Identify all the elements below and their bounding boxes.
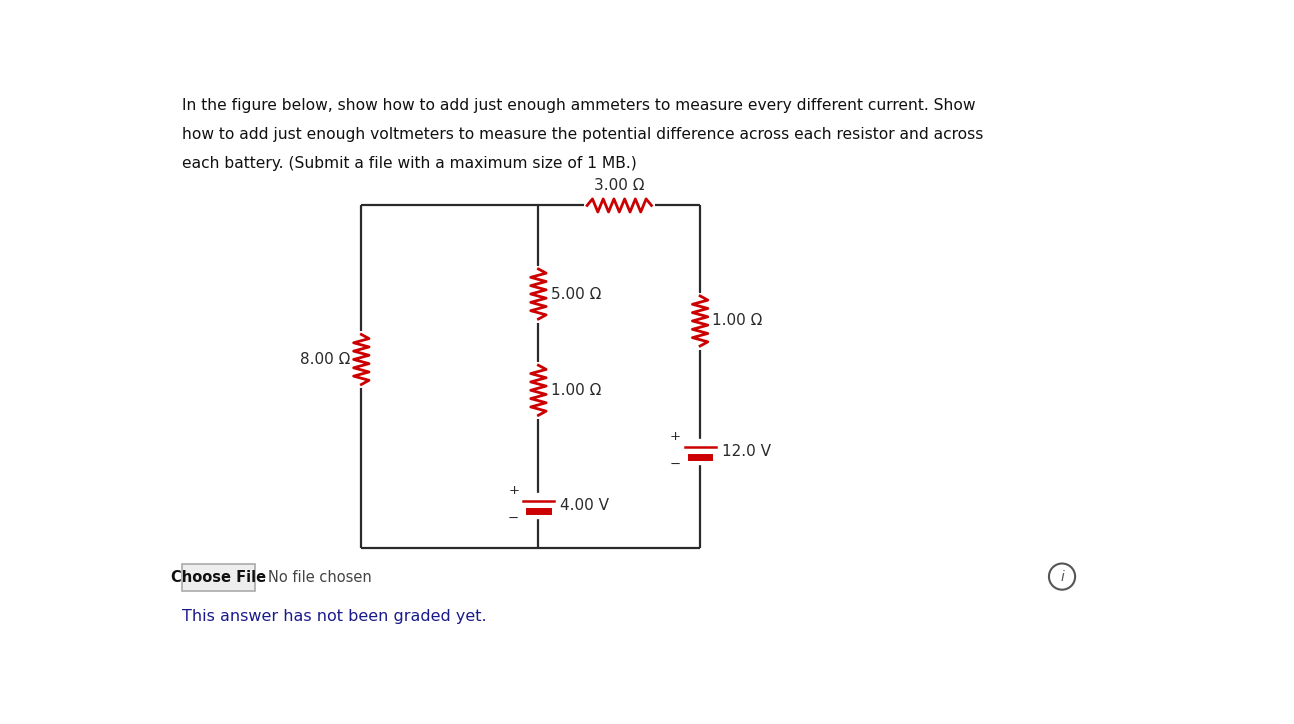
- Text: 1.00 Ω: 1.00 Ω: [551, 383, 602, 397]
- Text: −: −: [670, 458, 681, 471]
- Text: 8.00 Ω: 8.00 Ω: [300, 352, 351, 367]
- Text: 4.00 V: 4.00 V: [560, 498, 609, 513]
- Text: how to add just enough voltmeters to measure the potential difference across eac: how to add just enough voltmeters to mea…: [182, 127, 983, 142]
- Text: i: i: [1060, 570, 1064, 584]
- Text: +: +: [509, 484, 519, 497]
- Text: In the figure below, show how to add just enough ammeters to measure every diffe: In the figure below, show how to add jus…: [182, 98, 976, 113]
- Text: 1.00 Ω: 1.00 Ω: [713, 313, 763, 329]
- Text: Choose File: Choose File: [171, 570, 267, 585]
- Text: each battery. (Submit a file with a maximum size of 1 MB.): each battery. (Submit a file with a maxi…: [182, 156, 637, 171]
- Text: 5.00 Ω: 5.00 Ω: [551, 287, 602, 301]
- Text: This answer has not been graded yet.: This answer has not been graded yet.: [182, 609, 487, 624]
- FancyBboxPatch shape: [182, 563, 255, 592]
- Text: 3.00 Ω: 3.00 Ω: [594, 178, 644, 193]
- Text: No file chosen: No file chosen: [268, 570, 371, 585]
- Text: −: −: [509, 512, 519, 525]
- Text: +: +: [670, 430, 681, 443]
- Text: 12.0 V: 12.0 V: [722, 445, 771, 459]
